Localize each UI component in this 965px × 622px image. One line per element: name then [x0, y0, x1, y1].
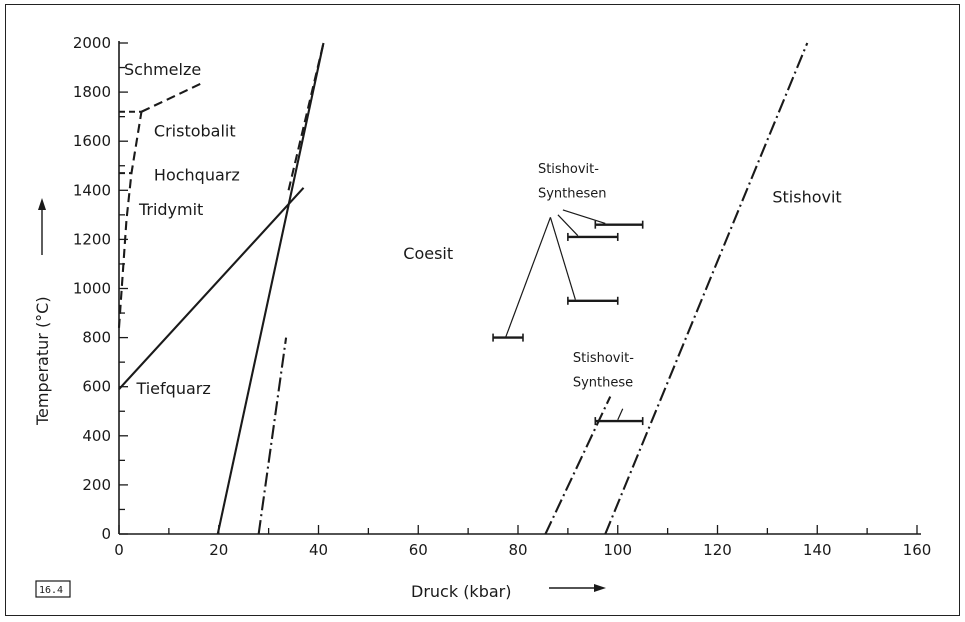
annotation-label: Stishovit [772, 188, 841, 207]
x-tick-label: 20 [209, 541, 228, 559]
y-tick-label: 200 [82, 476, 111, 494]
x-tick-label: 120 [703, 541, 732, 559]
y-tick-label: 1000 [73, 280, 111, 298]
y-tick-label: 1200 [73, 230, 111, 248]
y-tick-label: 600 [82, 378, 111, 396]
series-line-dashdot [257, 337, 288, 535]
svg-text:16.4: 16.4 [39, 585, 63, 596]
y-tick-label: 1400 [73, 181, 111, 199]
annotation-label: Tridymit [138, 200, 203, 219]
x-tick-label: 60 [409, 541, 428, 559]
y-tick-label: 1600 [73, 132, 111, 150]
x-axis-title: Druck (kbar) [411, 582, 511, 601]
series-line-dashed [140, 81, 205, 113]
leader-line [504, 217, 551, 338]
axis-titles: Druck (kbar) Temperatur (°C) 16.4 [33, 198, 606, 601]
series-line-dashdot [604, 42, 809, 535]
range-marks [119, 110, 644, 426]
figure-id-badge: 16.4 [35, 580, 71, 598]
y-axis-title: Temperatur (°C) [33, 296, 52, 426]
y-axis-arrow [38, 198, 46, 255]
x-tick-label: 0 [114, 541, 124, 559]
leader-line [549, 217, 576, 300]
x-axis-arrow [549, 584, 606, 592]
series-line-dashdot [544, 396, 612, 535]
x-tick-label: 160 [903, 541, 932, 559]
axes: 0 20 40 60 80 100 120 140 1600200400600800100012… [73, 34, 932, 559]
leader-line [557, 214, 579, 237]
annotation-label: Schmelze [124, 60, 201, 79]
annotation-label: Tiefquarz [135, 379, 210, 398]
annotation-label: Stishovit- [573, 351, 634, 366]
annotation-label: Synthesen [538, 187, 607, 202]
annotation-label: Coesit [403, 244, 453, 263]
annotation-label: Cristobalit [154, 121, 236, 140]
leader-line [617, 408, 624, 421]
annotation-label: Stishovit- [538, 162, 599, 177]
series-lines [117, 42, 809, 535]
series-line-dashed [117, 111, 143, 328]
x-tick-label: 80 [508, 541, 527, 559]
phase-diagram: 0 20 40 60 80 100 120 140 1600200400600800100012… [33, 34, 932, 601]
x-tick-label: 100 [603, 541, 632, 559]
y-tick-label: 800 [82, 329, 111, 347]
series-line-dashed [287, 42, 325, 191]
annotation-label: Hochquarz [154, 165, 240, 184]
figure-frame: 0 20 40 60 80 100 120 140 160 0 200 400 600 800 1000 12… [5, 4, 960, 616]
y-tick-label: 1800 [73, 83, 111, 101]
y-tick-label: 400 [82, 427, 111, 445]
annotation-label: Synthese [573, 376, 633, 391]
y-tick-label: 2000 [73, 34, 111, 52]
annotations: Schmelze Cristobalit Hochquarz Tridymit Tief… [124, 60, 842, 398]
leader-line [562, 209, 606, 225]
x-tick-label: 140 [803, 541, 832, 559]
y-tick-label: 0 [101, 525, 111, 543]
series-line-solid [216, 42, 325, 535]
series-line-solid [118, 187, 305, 390]
x-tick-label: 40 [309, 541, 328, 559]
